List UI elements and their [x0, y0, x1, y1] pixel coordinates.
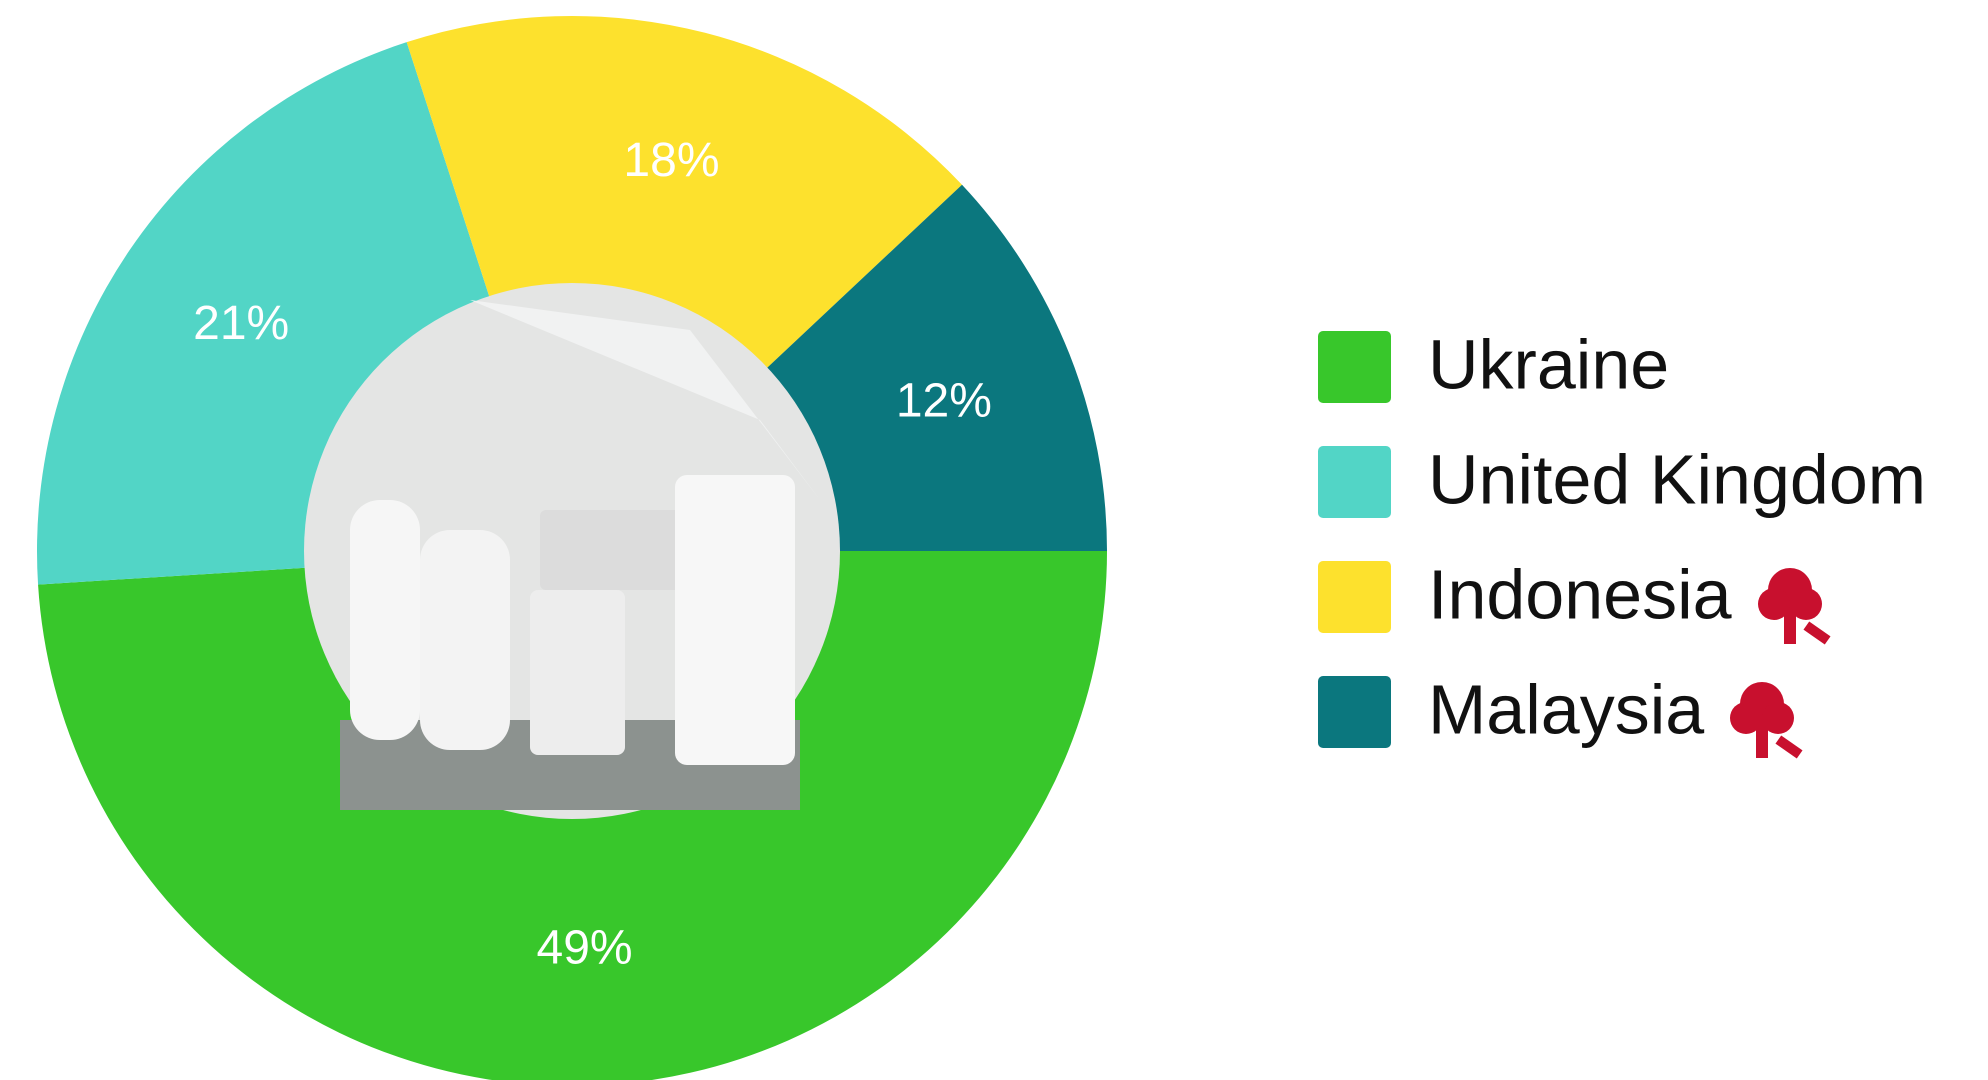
value-label: 21% — [193, 297, 289, 350]
legend: Ukraine United Kingdom Indonesia Malaysia — [1318, 325, 1926, 748]
legend-label: Ukraine — [1428, 325, 1669, 403]
slice — [766, 184, 1107, 551]
legend-swatch — [1318, 676, 1391, 748]
value-label: 12% — [896, 374, 992, 427]
legend-swatch — [1318, 331, 1391, 403]
value-label: 18% — [623, 134, 719, 187]
legend-swatch — [1318, 561, 1391, 633]
legend-label: United Kingdom — [1428, 440, 1926, 518]
slice — [36, 42, 490, 585]
donut: 49% 21% 18% 12% — [36, 15, 1107, 1080]
center-photo — [304, 283, 840, 819]
legend-swatch — [1318, 446, 1391, 518]
legend-label: Indonesia — [1428, 555, 1732, 633]
slice — [38, 551, 1107, 1080]
value-label: 49% — [537, 921, 633, 974]
legend-icon — [1730, 568, 1831, 759]
slice — [406, 15, 962, 369]
legend-label: Malaysia — [1428, 670, 1704, 748]
